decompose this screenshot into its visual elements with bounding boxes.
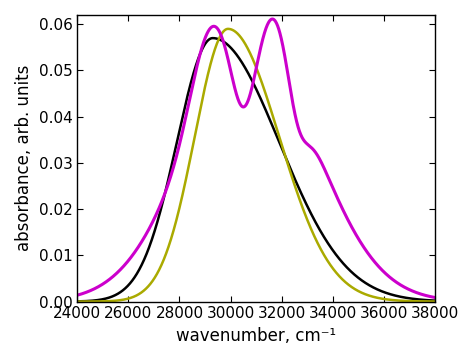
Y-axis label: absorbance, arb. units: absorbance, arb. units <box>15 65 33 252</box>
X-axis label: wavenumber, cm⁻¹: wavenumber, cm⁻¹ <box>176 327 336 345</box>
